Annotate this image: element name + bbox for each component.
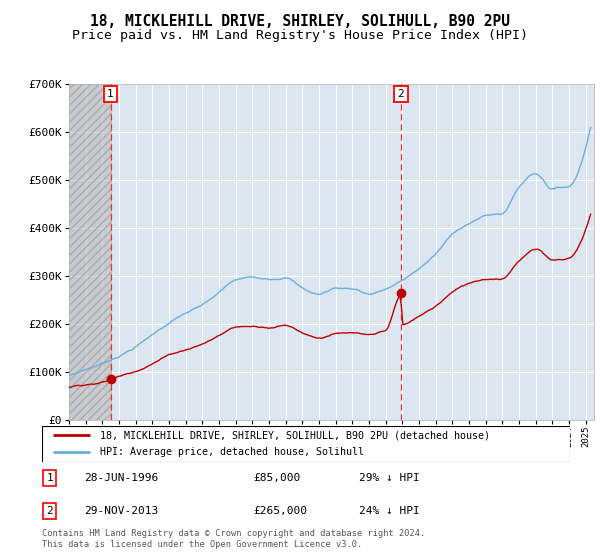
Text: 29-NOV-2013: 29-NOV-2013	[84, 506, 158, 516]
Text: Price paid vs. HM Land Registry's House Price Index (HPI): Price paid vs. HM Land Registry's House …	[72, 29, 528, 42]
Text: 24% ↓ HPI: 24% ↓ HPI	[359, 506, 419, 516]
Text: 1: 1	[107, 89, 114, 99]
Text: HPI: Average price, detached house, Solihull: HPI: Average price, detached house, Soli…	[100, 447, 364, 457]
Text: 29% ↓ HPI: 29% ↓ HPI	[359, 473, 419, 483]
Text: Contains HM Land Registry data © Crown copyright and database right 2024.
This d: Contains HM Land Registry data © Crown c…	[42, 529, 425, 549]
Text: 18, MICKLEHILL DRIVE, SHIRLEY, SOLIHULL, B90 2PU: 18, MICKLEHILL DRIVE, SHIRLEY, SOLIHULL,…	[90, 14, 510, 29]
Text: £265,000: £265,000	[253, 506, 307, 516]
Bar	[69, 84, 110, 420]
Text: 28-JUN-1996: 28-JUN-1996	[84, 473, 158, 483]
Text: 2: 2	[397, 89, 404, 99]
Text: 2: 2	[47, 506, 53, 516]
Text: £85,000: £85,000	[253, 473, 301, 483]
Text: 18, MICKLEHILL DRIVE, SHIRLEY, SOLIHULL, B90 2PU (detached house): 18, MICKLEHILL DRIVE, SHIRLEY, SOLIHULL,…	[100, 431, 490, 440]
Text: 1: 1	[47, 473, 53, 483]
